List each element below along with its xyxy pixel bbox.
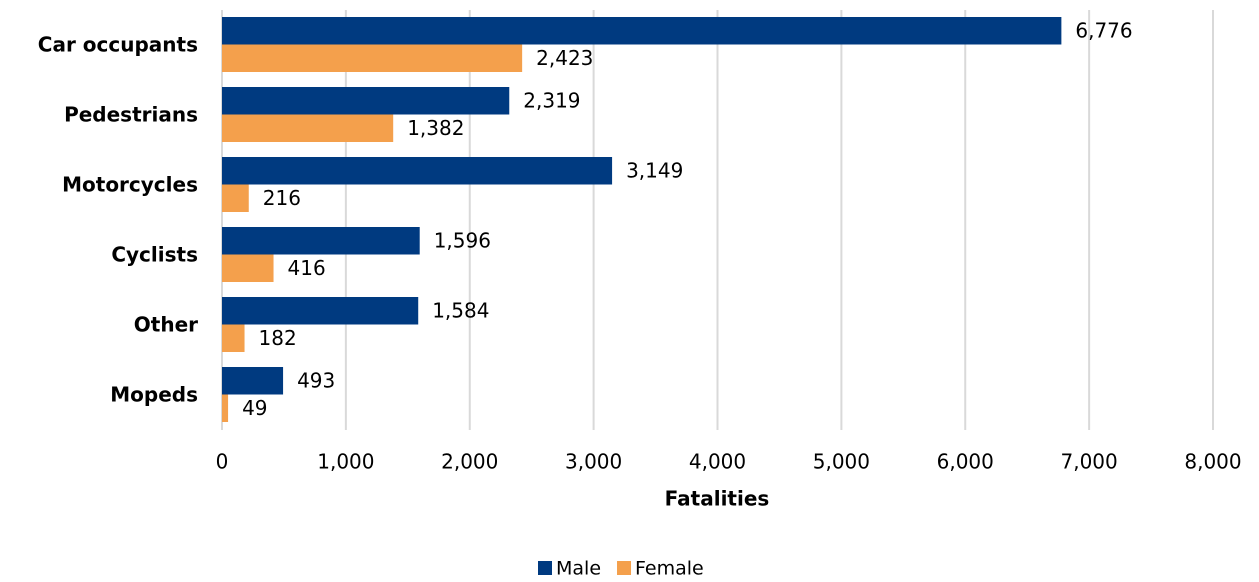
- value-label: 2,319: [523, 88, 580, 112]
- value-label: 1,382: [407, 116, 464, 140]
- bar: [222, 254, 274, 282]
- value-label: 2,423: [536, 46, 593, 70]
- value-label: 1,584: [432, 298, 489, 322]
- bar: [222, 44, 523, 72]
- bar: [222, 184, 249, 212]
- value-label: 1,596: [434, 228, 491, 252]
- x-tick-label: 2,000: [441, 450, 498, 474]
- x-tick-label: 3,000: [565, 450, 622, 474]
- bar: [222, 227, 420, 255]
- bar: [222, 114, 394, 142]
- x-tick-label: 5,000: [813, 450, 870, 474]
- x-tick-label: 8,000: [1184, 450, 1241, 474]
- x-tick-label: 0: [216, 450, 229, 474]
- x-tick-label: 1,000: [317, 450, 374, 474]
- value-label: 182: [259, 326, 297, 350]
- legend-label: Female: [635, 558, 704, 580]
- y-tick-label: Motorcycles: [62, 173, 198, 197]
- bar: [222, 157, 613, 185]
- bar: [222, 297, 419, 325]
- value-label: 416: [288, 256, 326, 280]
- x-tick-label: 6,000: [937, 450, 994, 474]
- bar: [222, 87, 510, 115]
- y-tick-label: Mopeds: [110, 383, 198, 407]
- y-tick-label: Cyclists: [111, 243, 198, 267]
- y-tick-label: Pedestrians: [64, 103, 198, 127]
- x-tick-label: 4,000: [689, 450, 746, 474]
- y-tick-label: Other: [134, 313, 198, 337]
- bar: [222, 367, 284, 395]
- value-label: 49: [242, 396, 267, 420]
- x-axis-title: Fatalities: [665, 487, 770, 511]
- bar: [222, 394, 229, 422]
- value-label: 493: [297, 368, 335, 392]
- value-label: 3,149: [626, 158, 683, 182]
- y-tick-label: Car occupants: [38, 33, 198, 57]
- bar: [222, 17, 1062, 45]
- value-label: 216: [263, 186, 301, 210]
- x-tick-label: 7,000: [1060, 450, 1117, 474]
- bar: [222, 324, 245, 352]
- legend-swatch: [538, 561, 552, 575]
- value-label: 6,776: [1075, 18, 1132, 42]
- legend-swatch: [617, 561, 632, 575]
- legend-label: Male: [556, 558, 601, 580]
